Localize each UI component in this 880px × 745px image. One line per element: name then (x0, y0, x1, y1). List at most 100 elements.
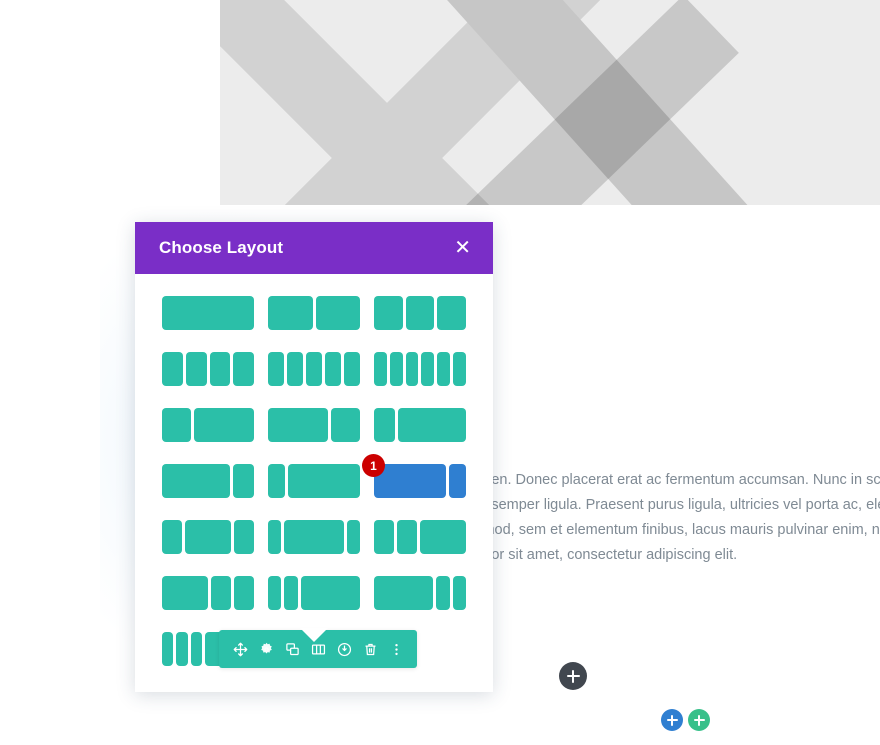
layout-column (374, 464, 447, 498)
layout-column (233, 576, 254, 610)
layout-column (437, 296, 467, 330)
modal-header: Choose Layout ✕ (135, 222, 493, 274)
paragraph-line: dolor sit amet, consectetur adipiscing e… (472, 547, 738, 563)
gear-icon[interactable] (253, 630, 279, 668)
add-section-button[interactable] (559, 662, 587, 690)
layout-column (162, 520, 183, 554)
layout-column (162, 632, 174, 666)
hero-placeholder-image (220, 0, 880, 205)
layout-option-four-fifths-one-fifth[interactable]: 1 (362, 454, 466, 498)
layout-column (453, 352, 466, 386)
modal-pointer-arrow (300, 628, 328, 642)
layout-column (210, 576, 231, 610)
layout-column (374, 576, 434, 610)
layout-column (268, 352, 284, 386)
layout-column (405, 296, 435, 330)
plus-icon (666, 714, 678, 726)
layout-option-one-third-x3[interactable] (374, 296, 467, 330)
layout-column (162, 352, 183, 386)
layout-option-full-width[interactable] (162, 296, 254, 330)
layout-column (306, 352, 322, 386)
layout-column (162, 296, 254, 330)
trash-icon[interactable] (357, 630, 383, 668)
layout-column (209, 352, 231, 386)
layout-option-one-fifth-four-fifths[interactable] (268, 464, 360, 498)
layout-column (325, 352, 341, 386)
layout-column (315, 296, 360, 330)
layout-column (287, 352, 303, 386)
layout-option-one-fourth-three-fourths[interactable] (374, 408, 466, 442)
layout-column (162, 464, 230, 498)
duplicate-icon[interactable] (279, 630, 305, 668)
layout-column (268, 296, 313, 330)
layout-column (346, 520, 360, 554)
add-module-button[interactable] (688, 709, 710, 731)
paragraph-line: ismod, sem et elementum finibus, lacus m… (472, 522, 880, 538)
layout-option-half-fourth-fourth[interactable] (162, 576, 254, 610)
layout-column (284, 520, 344, 554)
layout-column (185, 520, 231, 554)
layout-option-sixth-two-thirds-sixth[interactable] (268, 520, 360, 554)
layout-option-one-fifth-x5[interactable] (268, 352, 360, 386)
close-icon[interactable]: ✕ (454, 237, 471, 259)
layout-option-two-thirds-sixth-sixth[interactable] (374, 576, 466, 610)
layout-column (233, 352, 254, 386)
layout-option-one-third-two-thirds[interactable] (162, 408, 254, 442)
layout-column (398, 408, 466, 442)
layout-option-three-fourths-one-fourth[interactable] (162, 464, 254, 498)
layout-column (437, 352, 451, 386)
layout-column (449, 464, 466, 498)
row-settings-toolbar (219, 630, 417, 668)
paragraph-line: apien. Donec placerat erat ac fermentum … (472, 472, 880, 488)
more-icon[interactable] (383, 630, 409, 668)
layout-option-one-fourth-x4[interactable] (162, 352, 254, 386)
layout-column (374, 520, 395, 554)
columns-icon[interactable] (305, 630, 331, 668)
modal-title: Choose Layout (159, 238, 284, 257)
paragraph-line: ac semper ligula. Praesent purus ligula,… (472, 497, 880, 513)
layout-option-sixth-sixth-two-thirds[interactable] (268, 576, 360, 610)
plus-icon (566, 669, 580, 683)
layout-column (287, 464, 360, 498)
choose-layout-modal: Choose Layout ✕ 1 (135, 222, 493, 692)
layout-column (268, 408, 328, 442)
layout-column (405, 352, 419, 386)
layout-option-one-sixth-x6[interactable] (374, 352, 466, 386)
layout-column (233, 520, 254, 554)
layout-column (436, 576, 450, 610)
layout-column (162, 408, 192, 442)
layout-column (374, 352, 387, 386)
layout-option-fourth-fourth-half[interactable] (374, 520, 466, 554)
layout-column (268, 464, 285, 498)
layout-column (268, 520, 282, 554)
layout-option-two-thirds-one-third[interactable] (268, 408, 360, 442)
layout-column (190, 632, 203, 666)
layout-column (330, 408, 360, 442)
move-icon[interactable] (227, 630, 253, 668)
layout-column (268, 576, 282, 610)
layout-option-fourth-half-fourth[interactable] (162, 520, 254, 554)
layout-column (194, 408, 254, 442)
layout-column (420, 520, 466, 554)
layout-column (344, 352, 360, 386)
layout-column (374, 296, 403, 330)
layout-column (185, 352, 207, 386)
layout-option-badge: 1 (362, 454, 385, 477)
layout-column (176, 632, 188, 666)
layout-column (300, 576, 360, 610)
layout-column (421, 352, 435, 386)
save-icon[interactable] (331, 630, 357, 668)
layout-column (162, 576, 208, 610)
layout-column (389, 352, 403, 386)
layout-column (452, 576, 466, 610)
add-row-button[interactable] (661, 709, 683, 731)
layout-option-one-half-one-half[interactable] (268, 296, 360, 330)
layout-column (284, 576, 298, 610)
layout-options-grid: 1 (135, 296, 493, 666)
layout-column (397, 520, 418, 554)
plus-icon (693, 714, 705, 726)
layout-column (232, 464, 254, 498)
body-paragraph: apien. Donec placerat erat ac fermentum … (472, 468, 880, 568)
layout-column (374, 408, 396, 442)
